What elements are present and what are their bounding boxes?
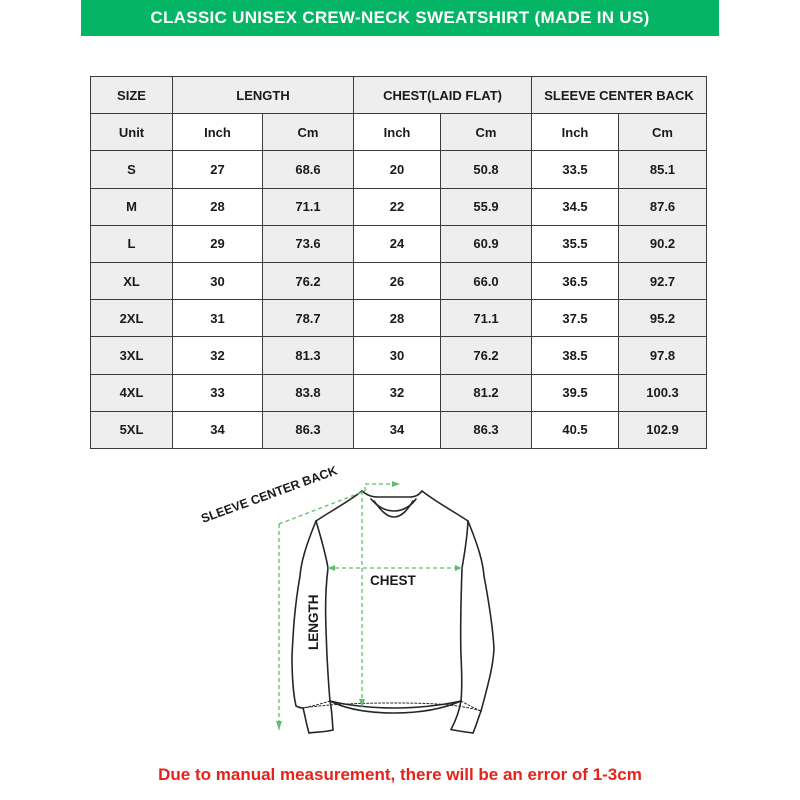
svg-text:LENGTH: LENGTH	[306, 595, 321, 651]
svg-text:SLEEVE CENTER BACK: SLEEVE CENTER BACK	[199, 463, 339, 525]
svg-text:CHEST: CHEST	[370, 573, 417, 588]
